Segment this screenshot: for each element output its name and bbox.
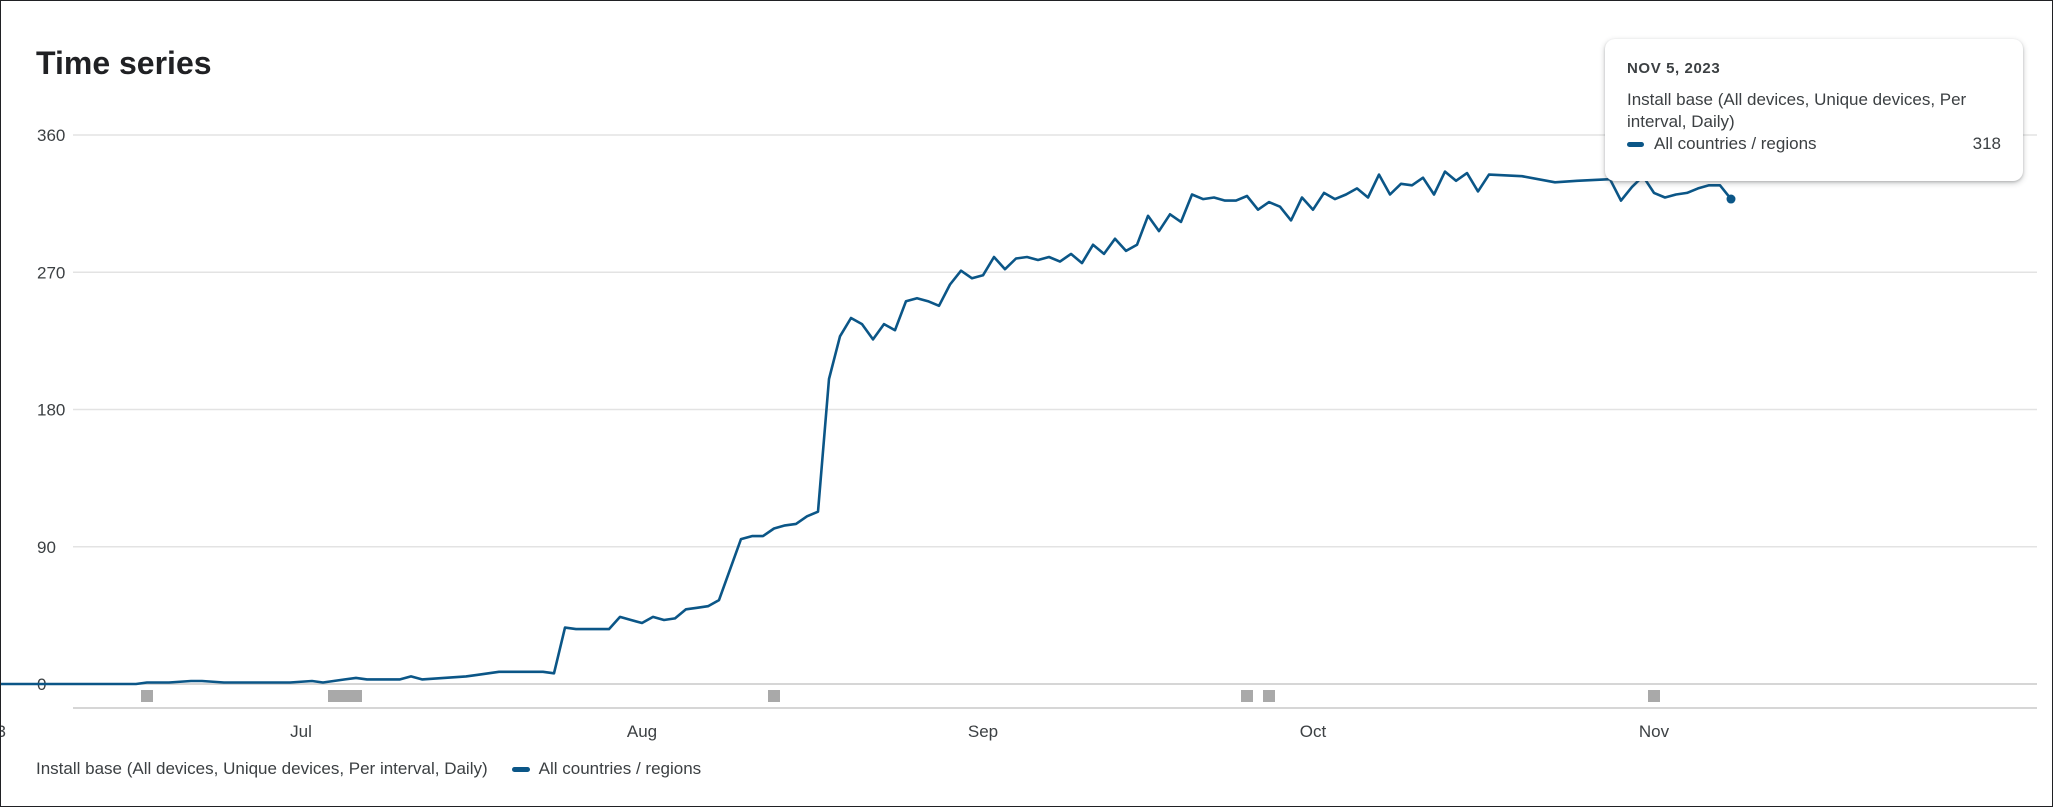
annotation-marker[interactable]: [768, 690, 780, 702]
y-tick-label: 270: [37, 263, 65, 282]
legend-series-swatch-icon: [511, 766, 530, 772]
annotation-markers[interactable]: [141, 690, 1660, 702]
hover-point[interactable]: [1726, 194, 1736, 204]
tooltip-metric-label: Install base (All devices, Unique device…: [1627, 90, 1967, 131]
gridlines: [73, 134, 2037, 709]
annotation-marker[interactable]: [1263, 690, 1275, 702]
annotation-marker[interactable]: [350, 690, 362, 702]
series-line[interactable]: [1, 170, 1733, 686]
tooltip-series-swatch-icon: [1627, 141, 1644, 147]
x-tick-label: Jul: [290, 722, 312, 741]
legend-metric-label: Install base (All devices, Unique device…: [36, 759, 488, 778]
x-tick-label: Nov: [1639, 722, 1670, 741]
y-tick-label: 360: [37, 126, 65, 145]
hover-tooltip: NOV 5, 2023 Install base (All devices, U…: [1605, 39, 2023, 181]
annotation-marker[interactable]: [1648, 690, 1660, 702]
y-tick-label: 90: [37, 538, 56, 557]
x-axis-tick-labels: Jun 2023 Jul Aug Sep Oct Nov: [1, 722, 1670, 741]
x-tick-label: Aug: [627, 722, 657, 741]
annotation-marker[interactable]: [141, 690, 153, 702]
annotation-marker[interactable]: [328, 690, 340, 702]
x-tick-label: Sep: [968, 722, 998, 741]
tooltip-series-label: All countries / regions: [1654, 134, 1817, 153]
x-tick-label: Jun 2023: [1, 722, 6, 741]
tooltip-series-row: All countries / regions 318: [1627, 134, 2001, 154]
legend-series-label[interactable]: All countries / regions: [538, 759, 702, 778]
tooltip-value: 318: [1972, 134, 2001, 153]
annotation-marker[interactable]: [1241, 690, 1253, 702]
x-tick-label: Oct: [1300, 722, 1327, 741]
y-tick-label: 180: [37, 401, 65, 420]
annotation-marker[interactable]: [339, 690, 351, 702]
chart-legend: Install base (All devices, Unique device…: [36, 759, 701, 779]
tooltip-date: NOV 5, 2023: [1627, 60, 1721, 77]
series-layer[interactable]: [1, 170, 1736, 686]
page-title: Time series: [36, 45, 212, 81]
